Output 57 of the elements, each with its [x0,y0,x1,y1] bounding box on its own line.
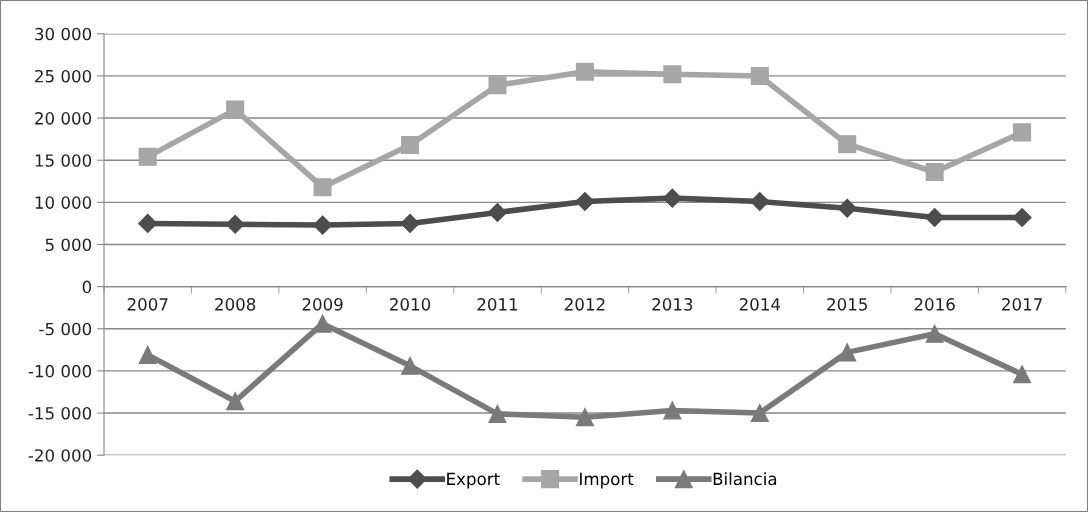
y-tick-label: 5 000 [45,238,92,252]
y-tick-label: 10 000 [35,196,92,209]
y-tick-label: 30 000 [35,27,92,41]
point [925,162,944,182]
point [838,135,857,154]
point [663,401,682,420]
point [575,408,594,427]
y-tick-label: -5 000 [39,322,92,336]
x-tick-label: 2007 [127,298,168,311]
point [226,392,245,411]
x-tick-label: 2008 [215,298,256,311]
point [313,178,332,197]
point [1013,123,1032,142]
legend-label: Import [580,472,634,489]
point [662,188,682,208]
x-tick-label: 2010 [390,298,431,311]
x-tick-label: 2015 [827,298,867,311]
x-tick-label: 2014 [739,298,781,311]
legend-label: Export [447,472,500,489]
point [313,215,333,235]
point [925,207,945,228]
point [750,191,770,212]
x-tick-label: 2011 [477,298,518,311]
point [750,404,769,423]
point [401,356,420,375]
point [1013,365,1032,384]
point [838,343,857,362]
point [750,66,769,85]
point [138,345,157,364]
point [138,147,157,166]
point [400,213,420,233]
y-tick-label: -15 000 [28,406,92,420]
point [488,76,507,95]
y-tick-label: -20 000 [28,449,92,462]
point [575,62,594,81]
point [225,214,245,234]
y-tick-label: 15 000 [35,154,92,167]
point [925,324,944,343]
point [226,100,245,119]
y-tick-label: 25 000 [35,69,92,83]
point [138,213,158,233]
point [663,65,682,84]
legend-label: Bilancia [713,472,777,486]
y-tick-label: 20 000 [35,112,92,125]
x-tick-label: 2012 [564,298,605,311]
y-tick-label: 0 [82,280,92,294]
point [837,198,857,218]
point [487,202,508,222]
x-tick-label: 2016 [914,298,955,311]
point [488,404,507,423]
x-tick-label: 2013 [652,298,693,311]
point [401,136,420,155]
y-tick-label: -10 000 [28,364,92,378]
x-tick-label: 2017 [1002,298,1042,311]
point [575,191,595,212]
point [1012,207,1032,228]
x-tick-label: 2009 [302,298,343,311]
